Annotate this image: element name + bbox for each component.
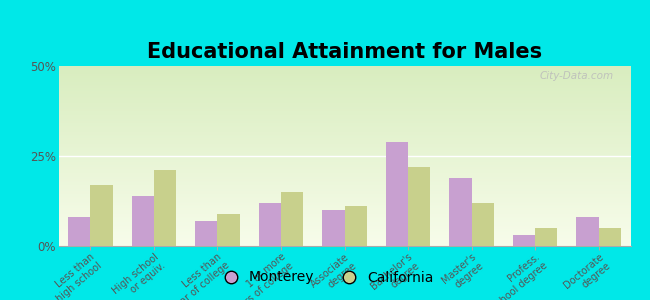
- Bar: [408, 167, 430, 246]
- Legend: Monterey, California: Monterey, California: [211, 265, 439, 290]
- Bar: [195, 221, 217, 246]
- Bar: [344, 206, 367, 246]
- Bar: [513, 235, 535, 246]
- Bar: [322, 210, 344, 246]
- Bar: [217, 214, 240, 246]
- Bar: [90, 185, 112, 246]
- Bar: [154, 170, 176, 246]
- Bar: [472, 203, 494, 246]
- Bar: [68, 217, 90, 246]
- Bar: [449, 178, 472, 246]
- Bar: [599, 228, 621, 246]
- Bar: [259, 203, 281, 246]
- Bar: [535, 228, 558, 246]
- Bar: [131, 196, 154, 246]
- Bar: [281, 192, 303, 246]
- Text: City-Data.com: City-Data.com: [540, 71, 614, 81]
- Bar: [577, 217, 599, 246]
- Title: Educational Attainment for Males: Educational Attainment for Males: [147, 42, 542, 62]
- Bar: [386, 142, 408, 246]
